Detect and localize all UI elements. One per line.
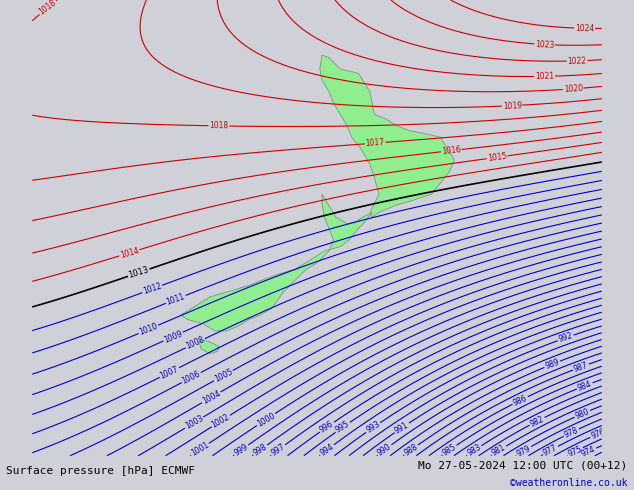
Text: 986: 986 [512, 393, 529, 408]
Text: 1017: 1017 [365, 138, 385, 148]
Text: 978: 978 [563, 425, 579, 440]
Text: 1004: 1004 [200, 389, 222, 406]
Text: 1008: 1008 [184, 335, 206, 351]
Text: 1019: 1019 [503, 101, 522, 111]
Text: 975: 975 [567, 444, 584, 459]
Text: 1018: 1018 [37, 0, 58, 17]
Text: 1001: 1001 [190, 441, 210, 458]
Text: 1000: 1000 [256, 411, 276, 428]
Text: 1013: 1013 [127, 265, 150, 280]
Text: 1021: 1021 [535, 72, 554, 81]
Text: 1012: 1012 [142, 282, 163, 296]
Text: 982: 982 [529, 414, 545, 428]
Text: 980: 980 [574, 407, 591, 420]
Text: 988: 988 [403, 442, 420, 458]
Text: 987: 987 [573, 361, 589, 373]
Text: 989: 989 [544, 358, 560, 371]
Text: Mo 27-05-2024 12:00 UTC (00+12): Mo 27-05-2024 12:00 UTC (00+12) [418, 461, 628, 471]
Text: 1005: 1005 [212, 368, 234, 384]
Text: 977: 977 [542, 443, 559, 458]
Text: 1020: 1020 [564, 84, 583, 94]
Text: 1014: 1014 [119, 246, 140, 260]
Text: 1015: 1015 [487, 151, 507, 163]
Text: 1002: 1002 [210, 413, 231, 430]
Text: 1007: 1007 [158, 365, 180, 381]
Text: 976: 976 [590, 427, 607, 441]
Text: 1006: 1006 [181, 369, 202, 386]
Text: 979: 979 [515, 443, 533, 458]
Text: 985: 985 [441, 442, 458, 458]
Text: 991: 991 [393, 420, 410, 436]
Text: 999: 999 [233, 442, 250, 458]
Text: 1009: 1009 [162, 329, 184, 344]
Text: 1024: 1024 [575, 24, 594, 33]
Text: 1016: 1016 [441, 145, 462, 156]
Text: 990: 990 [376, 442, 393, 458]
Text: Surface pressure [hPa] ECMWF: Surface pressure [hPa] ECMWF [6, 466, 195, 476]
Text: 1010: 1010 [138, 322, 159, 337]
Text: 993: 993 [365, 420, 382, 435]
Text: 995: 995 [334, 419, 351, 435]
Text: 1011: 1011 [165, 292, 186, 307]
Text: 1018: 1018 [209, 121, 228, 130]
Text: 981: 981 [491, 443, 507, 458]
Text: 1023: 1023 [535, 40, 555, 49]
Text: 997: 997 [269, 442, 287, 458]
Text: 983: 983 [465, 443, 482, 458]
Text: 992: 992 [557, 331, 574, 344]
Text: 1003: 1003 [183, 414, 205, 431]
Text: 998: 998 [252, 442, 269, 458]
Text: ©weatheronline.co.uk: ©weatheronline.co.uk [510, 478, 628, 488]
Text: 1022: 1022 [567, 56, 586, 66]
Text: 974: 974 [580, 445, 597, 459]
Text: 996: 996 [318, 419, 335, 435]
Text: 984: 984 [576, 379, 593, 392]
Text: 994: 994 [318, 442, 335, 458]
